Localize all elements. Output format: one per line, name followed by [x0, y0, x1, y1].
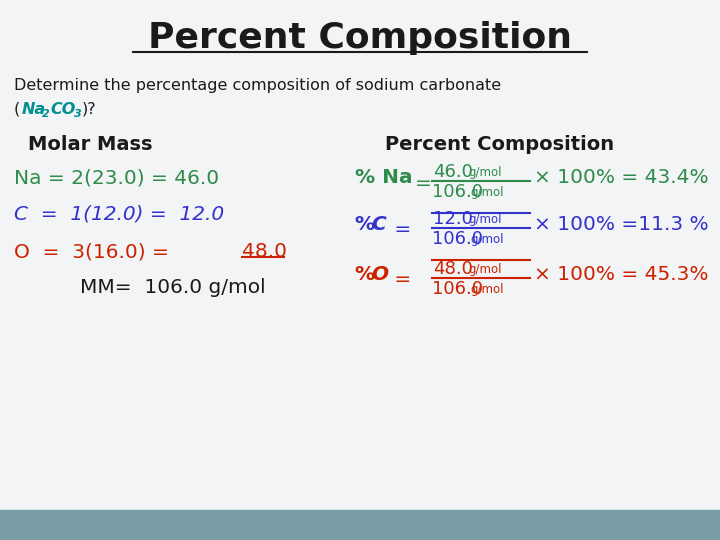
Text: Na = 2(23.0) = 46.0: Na = 2(23.0) = 46.0	[14, 168, 219, 187]
Text: g/mol: g/mol	[468, 213, 502, 226]
Text: g/mol: g/mol	[470, 283, 503, 296]
Text: g/mol: g/mol	[470, 186, 503, 199]
Text: g/mol: g/mol	[470, 233, 503, 246]
Text: × 100% = 43.4%: × 100% = 43.4%	[534, 168, 708, 187]
Text: 48.0: 48.0	[242, 242, 287, 261]
Text: O  =  3(16.0) =: O = 3(16.0) =	[14, 242, 175, 261]
Text: g/mol: g/mol	[468, 263, 502, 276]
Text: 48.0: 48.0	[433, 260, 473, 278]
Text: )?: )?	[82, 102, 96, 117]
Text: 3: 3	[74, 109, 82, 119]
Text: Na: Na	[22, 102, 46, 117]
Text: CO: CO	[50, 102, 76, 117]
Text: 106.0: 106.0	[432, 280, 483, 298]
Text: C: C	[371, 215, 386, 234]
Text: % Na: % Na	[355, 168, 413, 187]
Text: =: =	[388, 220, 411, 239]
Text: Percent Composition: Percent Composition	[385, 135, 614, 154]
Text: × 100% = 45.3%: × 100% = 45.3%	[534, 265, 708, 284]
Text: MM=  106.0 g/mol: MM= 106.0 g/mol	[80, 278, 266, 297]
Text: 12.0: 12.0	[433, 210, 473, 228]
Text: %: %	[355, 215, 382, 234]
Text: Percent Composition: Percent Composition	[148, 21, 572, 55]
Text: 2: 2	[42, 109, 50, 119]
Text: (: (	[14, 102, 20, 117]
Text: =: =	[388, 270, 411, 289]
Text: O: O	[371, 265, 388, 284]
Text: %: %	[355, 265, 382, 284]
Text: C  =  1(12.0) =  12.0: C = 1(12.0) = 12.0	[14, 205, 224, 224]
Bar	[0, 510, 720, 540]
Text: Molar Mass: Molar Mass	[28, 135, 153, 154]
Text: 106.0: 106.0	[432, 183, 483, 201]
Text: 46.0: 46.0	[433, 163, 473, 181]
Text: 106.0: 106.0	[432, 230, 483, 248]
Text: =: =	[415, 174, 432, 193]
Text: Determine the percentage composition of sodium carbonate: Determine the percentage composition of …	[14, 78, 501, 93]
Text: × 100% =11.3 %: × 100% =11.3 %	[534, 215, 708, 234]
Text: g/mol: g/mol	[468, 166, 502, 179]
